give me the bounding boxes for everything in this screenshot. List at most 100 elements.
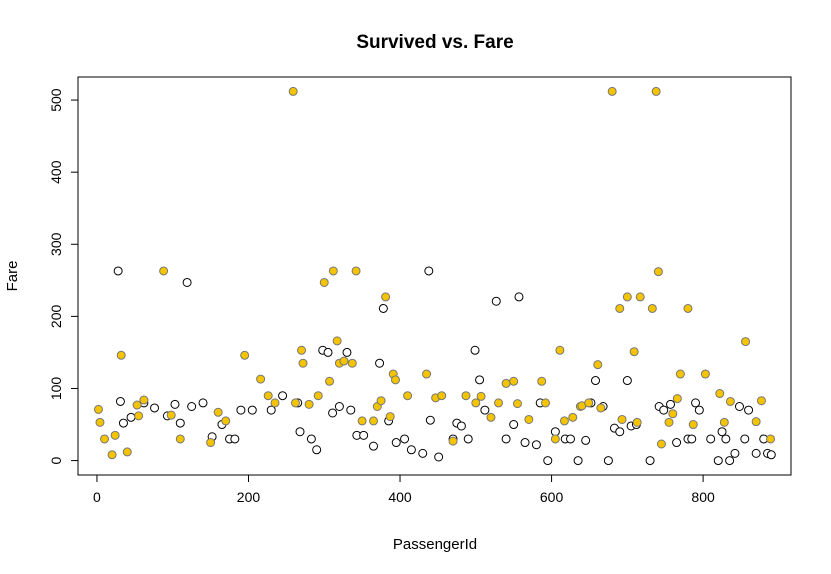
survived-point: [622, 292, 632, 302]
died-point: [531, 440, 541, 450]
died-point: [295, 427, 305, 437]
survived-point: [555, 345, 565, 355]
survived-point: [550, 434, 560, 444]
died-point: [666, 399, 676, 409]
survived-point: [290, 398, 300, 408]
survived-point: [339, 356, 349, 366]
survived-point: [221, 416, 231, 426]
survived-point: [615, 303, 625, 313]
survived-point: [351, 266, 361, 276]
died-point: [375, 358, 385, 368]
survived-point: [95, 417, 105, 427]
died-point: [672, 438, 682, 448]
y-tick-label: 100: [48, 377, 64, 401]
survived-point: [675, 369, 685, 379]
died-point: [306, 434, 316, 444]
died-point: [509, 420, 519, 430]
survived-point: [537, 376, 547, 386]
died-point: [400, 434, 410, 444]
died-point: [740, 434, 750, 444]
survived-point: [93, 404, 103, 414]
died-point: [118, 418, 128, 428]
died-point: [323, 347, 333, 357]
died-point: [312, 445, 322, 455]
survived-point: [632, 417, 642, 427]
data-points: [93, 86, 776, 466]
died-point: [378, 303, 388, 313]
survived-point: [512, 399, 522, 409]
died-point: [391, 438, 401, 448]
died-point: [406, 445, 416, 455]
survived-point: [541, 398, 551, 408]
survived-point: [107, 450, 117, 460]
survived-point: [584, 398, 594, 408]
died-point: [369, 441, 379, 451]
x-tick-label: 200: [237, 489, 261, 505]
survived-point: [390, 375, 400, 385]
survived-point: [240, 350, 250, 360]
y-tick-label: 0: [48, 456, 64, 464]
died-point: [418, 448, 428, 458]
died-point: [182, 277, 192, 287]
survived-point: [688, 420, 698, 430]
survived-point: [719, 417, 729, 427]
died-point: [126, 412, 136, 422]
died-point: [591, 376, 601, 386]
survived-point: [347, 358, 357, 368]
survived-point: [766, 434, 776, 444]
survived-point: [206, 438, 216, 448]
died-point: [694, 405, 704, 415]
survived-point: [437, 391, 447, 401]
survived-point: [357, 416, 367, 426]
survived-point: [298, 358, 308, 368]
survived-point: [270, 398, 280, 408]
survived-point: [668, 409, 678, 419]
survived-point: [494, 398, 504, 408]
x-tick-label: 0: [93, 489, 101, 505]
survived-point: [651, 86, 661, 96]
died-point: [581, 435, 591, 445]
survived-point: [263, 391, 273, 401]
survived-point: [132, 400, 142, 410]
survived-point: [596, 403, 606, 413]
survived-point: [213, 407, 223, 417]
died-point: [514, 292, 524, 302]
died-point: [266, 405, 276, 415]
died-point: [328, 408, 338, 418]
died-point: [342, 347, 352, 357]
died-point: [475, 375, 485, 385]
died-point: [501, 434, 511, 444]
survived-point: [700, 369, 710, 379]
died-point: [706, 434, 716, 444]
survived-point: [403, 391, 413, 401]
survived-point: [385, 412, 395, 422]
survived-point: [559, 416, 569, 426]
died-point: [717, 427, 727, 437]
died-point: [566, 434, 576, 444]
died-point: [247, 405, 257, 415]
died-point: [721, 434, 731, 444]
y-axis: 0 100 200 300 400 500: [48, 88, 79, 464]
survived-point: [256, 374, 266, 384]
died-point: [425, 415, 435, 425]
died-point: [744, 405, 754, 415]
died-point: [463, 434, 473, 444]
survived-point: [476, 391, 486, 401]
died-point: [622, 376, 632, 386]
survived-point: [376, 396, 386, 406]
survived-point: [486, 412, 496, 422]
survived-point: [501, 378, 511, 388]
survived-point: [568, 412, 578, 422]
survived-point: [607, 86, 617, 96]
died-point: [543, 456, 553, 466]
died-point: [187, 402, 197, 412]
died-point: [230, 434, 240, 444]
survived-point: [422, 369, 432, 379]
survived-point: [672, 394, 682, 404]
survived-point: [313, 391, 323, 401]
x-axis-label: PassengerId: [393, 536, 477, 553]
died-point: [725, 456, 735, 466]
survived-point: [715, 389, 725, 399]
x-tick-label: 800: [691, 489, 715, 505]
died-point: [691, 398, 701, 408]
